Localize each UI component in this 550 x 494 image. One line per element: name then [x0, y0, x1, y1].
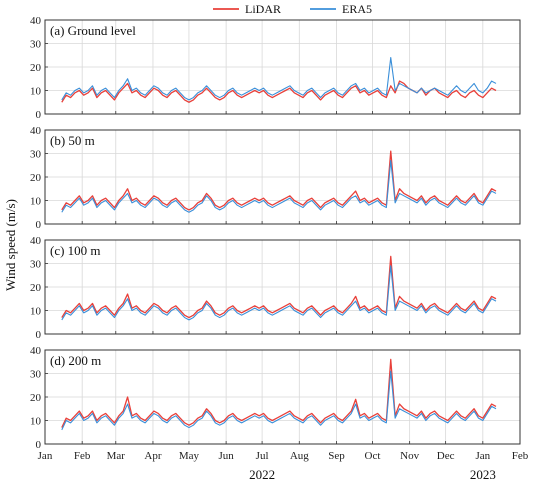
x-tick-label: Jul: [256, 450, 269, 462]
x-tick-label: Oct: [365, 450, 381, 462]
legend-label-era5: ERA5: [342, 2, 372, 16]
panel-label: (c) 100 m: [50, 243, 101, 258]
series-line-lidar: [61, 80, 497, 103]
x-tick-label: Apr: [144, 450, 161, 462]
x-tick-label: Nov: [400, 450, 419, 462]
x-tick-label: Jan: [38, 450, 53, 462]
y-axis-title: Wind speed (m/s): [3, 199, 18, 291]
x-tick-label: Jun: [218, 450, 234, 462]
y-tick-label: 40: [30, 15, 42, 27]
x-tick-label: Feb: [512, 450, 529, 462]
x-tick-label: Dec: [437, 450, 455, 462]
y-tick-label: 10: [30, 86, 42, 98]
series-line-lidar: [61, 358, 497, 428]
panel-a: 0 10 20 30 40 (a) Ground level: [30, 15, 521, 121]
series-line-lidar: [61, 150, 497, 211]
y-tick-label: 30: [30, 259, 42, 271]
y-tick-label: 30: [30, 149, 42, 161]
series-line-lidar: [61, 255, 497, 319]
y-tick-label: 30: [30, 39, 42, 51]
series-line-era5: [61, 160, 497, 213]
legend: LiDAR ERA5: [213, 2, 372, 16]
panel-frame: [44, 349, 521, 445]
y-tick-label: 30: [30, 369, 42, 381]
panel-label: (b) 50 m: [50, 133, 95, 148]
y-tick-label: 20: [30, 392, 42, 404]
panel-c: 0 10 20 30 40 (c) 100 m: [30, 235, 521, 341]
panel-label: (d) 200 m: [50, 353, 101, 368]
series-line-era5: [61, 265, 497, 321]
y-tick-label: 40: [30, 345, 42, 357]
y-tick-label: 10: [30, 416, 42, 428]
x-tick-label: Aug: [290, 450, 309, 462]
panel-label: (a) Ground level: [50, 23, 136, 38]
panel-b: 0 10 20 30 40 (b) 50 m: [30, 125, 521, 231]
x-tick-label: May: [179, 450, 200, 462]
y-tick-label: 40: [30, 235, 42, 247]
series-line-era5: [61, 370, 497, 431]
x-tick-label: Jan: [475, 450, 490, 462]
y-tick-label: 20: [30, 172, 42, 184]
y-tick-label: 0: [36, 439, 42, 451]
y-tick-label: 40: [30, 125, 42, 137]
x-tick-label: Sep: [328, 450, 345, 462]
panel-frame: [44, 19, 521, 115]
x-year-label: 2022: [249, 467, 275, 482]
y-tick-label: 0: [36, 219, 42, 231]
x-tick-label: Feb: [74, 450, 91, 462]
series-line-era5: [61, 57, 497, 101]
panels: 0 10 20 30 40 (a) Ground level 0 10 20 30 40 (b) 50…: [30, 15, 521, 451]
y-tick-label: 20: [30, 62, 42, 74]
y-tick-label: 0: [36, 109, 42, 121]
y-tick-label: 10: [30, 196, 42, 208]
y-tick-label: 10: [30, 306, 42, 318]
panel-d: 0 10 20 30 40 (d) 200 m: [30, 345, 521, 451]
legend-label-lidar: LiDAR: [245, 2, 281, 16]
y-tick-label: 0: [36, 329, 42, 341]
x-tick-label: Mar: [107, 450, 126, 462]
panel-frame: [44, 129, 521, 225]
x-year-label: 2023: [470, 467, 496, 482]
y-tick-label: 20: [30, 282, 42, 294]
x-axis: Jan Feb Mar Apr May Jun Jul Aug Sep Oct Nov Dec Jan F…: [38, 450, 529, 482]
panel-frame: [44, 239, 521, 335]
